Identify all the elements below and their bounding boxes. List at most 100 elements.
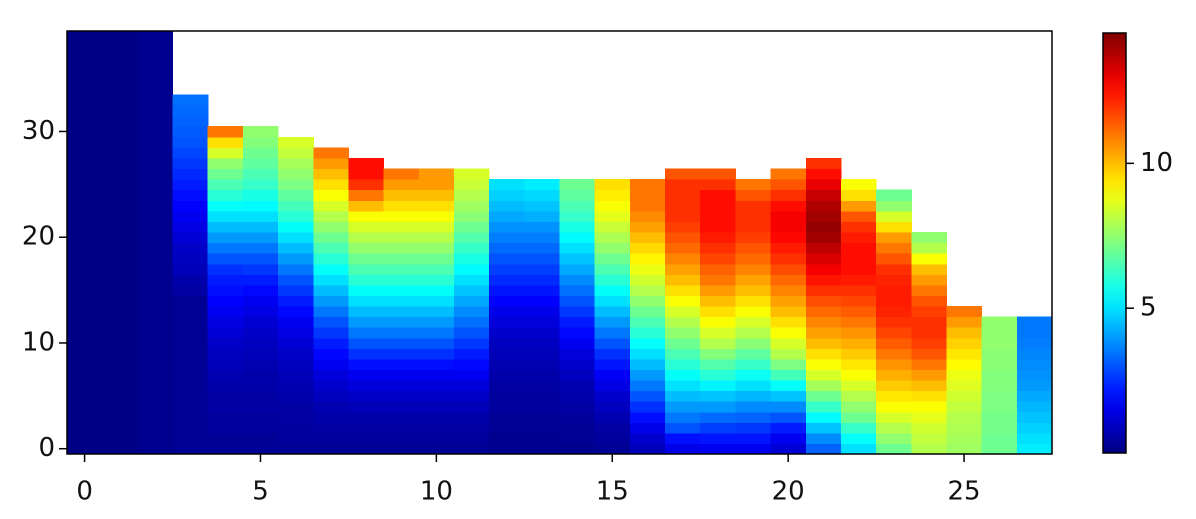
heatmap-cell: [876, 379, 912, 392]
heatmap-cell: [876, 443, 912, 455]
heatmap-cell: [665, 358, 701, 370]
heatmap-cell: [840, 263, 877, 275]
heatmap-cell: [911, 432, 948, 445]
heatmap-cell: [770, 411, 807, 423]
heatmap-cell: [735, 348, 772, 360]
heatmap-cell: [770, 422, 807, 434]
heatmap-cell: [981, 358, 1018, 370]
heatmap-cell: [876, 369, 912, 381]
heatmap-cell: [313, 401, 350, 413]
heatmap-cell: [137, 242, 174, 254]
heatmap-cell: [453, 369, 490, 381]
heatmap-cell: [102, 231, 138, 244]
heatmap: [67, 31, 1053, 455]
heatmap-cell: [665, 210, 701, 222]
colorbar: [1102, 32, 1127, 454]
heatmap-cell: [981, 390, 1018, 402]
heatmap-cell: [67, 411, 103, 423]
heatmap-cell: [1016, 337, 1053, 349]
heatmap-cell: [453, 337, 490, 349]
heatmap-cell: [207, 179, 244, 191]
heatmap-cell: [770, 179, 807, 191]
heatmap-cell: [524, 422, 561, 434]
heatmap-cell: [700, 231, 736, 244]
heatmap-cell: [629, 210, 666, 222]
heatmap-cell: [418, 168, 455, 180]
heatmap-cell: [207, 295, 244, 307]
heatmap-cell: [453, 284, 490, 296]
heatmap-cell: [348, 157, 385, 170]
heatmap-cell: [981, 327, 1018, 339]
heatmap-cell: [313, 147, 350, 159]
heatmap-cell: [876, 274, 912, 286]
heatmap-cell: [489, 432, 525, 445]
heatmap-cell: [383, 327, 420, 339]
heatmap-cell: [665, 168, 701, 180]
heatmap-cell: [102, 73, 138, 85]
heatmap-cell: [876, 210, 912, 222]
heatmap-cell: [102, 379, 138, 392]
heatmap-cell: [137, 369, 174, 381]
heatmap-cell: [594, 348, 631, 360]
heatmap-cell: [137, 73, 174, 85]
heatmap-cell: [418, 369, 455, 381]
heatmap-cell: [489, 221, 525, 233]
heatmap-cell: [559, 253, 596, 265]
heatmap-cell: [1016, 443, 1053, 455]
heatmap-cell: [735, 443, 772, 455]
heatmap-cell: [524, 284, 561, 296]
heatmap-cell: [67, 147, 103, 159]
heatmap-cell: [911, 274, 948, 286]
heatmap-cell: [524, 221, 561, 233]
heatmap-cell: [348, 221, 385, 233]
heatmap-cell: [453, 422, 490, 434]
heatmap-cell: [911, 348, 948, 360]
heatmap-cell: [594, 210, 631, 222]
heatmap-cell: [489, 200, 525, 212]
heatmap-cell: [594, 337, 631, 349]
heatmap-cell: [700, 253, 736, 265]
heatmap-cell: [383, 210, 420, 222]
heatmap-cell: [383, 179, 420, 191]
heatmap-cell: [102, 432, 138, 445]
heatmap-cell: [559, 221, 596, 233]
heatmap-cell: [137, 62, 174, 74]
heatmap-cell: [840, 200, 877, 212]
heatmap-cell: [67, 115, 103, 127]
heatmap-cell: [67, 94, 103, 106]
heatmap-cell: [278, 200, 314, 212]
heatmap-cell: [770, 337, 807, 349]
heatmap-cell: [207, 284, 244, 296]
heatmap-cell: [418, 242, 455, 254]
heatmap-cell: [313, 411, 350, 423]
heatmap-cell: [348, 358, 385, 370]
heatmap-cell: [67, 242, 103, 254]
heatmap-cell: [489, 369, 525, 381]
heatmap-cell: [805, 274, 842, 286]
heatmap-cell: [67, 379, 103, 392]
heatmap-cell: [946, 401, 983, 413]
y-tick-label: 10: [22, 327, 55, 357]
heatmap-cell: [383, 369, 420, 381]
heatmap-cell: [770, 189, 807, 201]
heatmap-cell: [383, 263, 420, 275]
heatmap-cell: [770, 401, 807, 413]
heatmap-cell: [453, 231, 490, 244]
heatmap-cell: [629, 179, 666, 191]
heatmap-cell: [383, 284, 420, 296]
heatmap-cell: [700, 422, 736, 434]
heatmap-cell: [770, 168, 807, 180]
heatmap-cell: [67, 62, 103, 74]
heatmap-cell: [981, 443, 1018, 455]
heatmap-cell: [489, 253, 525, 265]
heatmap-cell: [629, 242, 666, 254]
heatmap-cell: [770, 231, 807, 244]
heatmap-cell: [559, 284, 596, 296]
heatmap-cell: [735, 189, 772, 201]
heatmap-cell: [700, 263, 736, 275]
heatmap-cell: [348, 432, 385, 445]
heatmap-cell: [242, 358, 279, 370]
heatmap-cell: [840, 401, 877, 413]
heatmap-cell: [172, 295, 209, 307]
heatmap-cell: [137, 147, 174, 159]
